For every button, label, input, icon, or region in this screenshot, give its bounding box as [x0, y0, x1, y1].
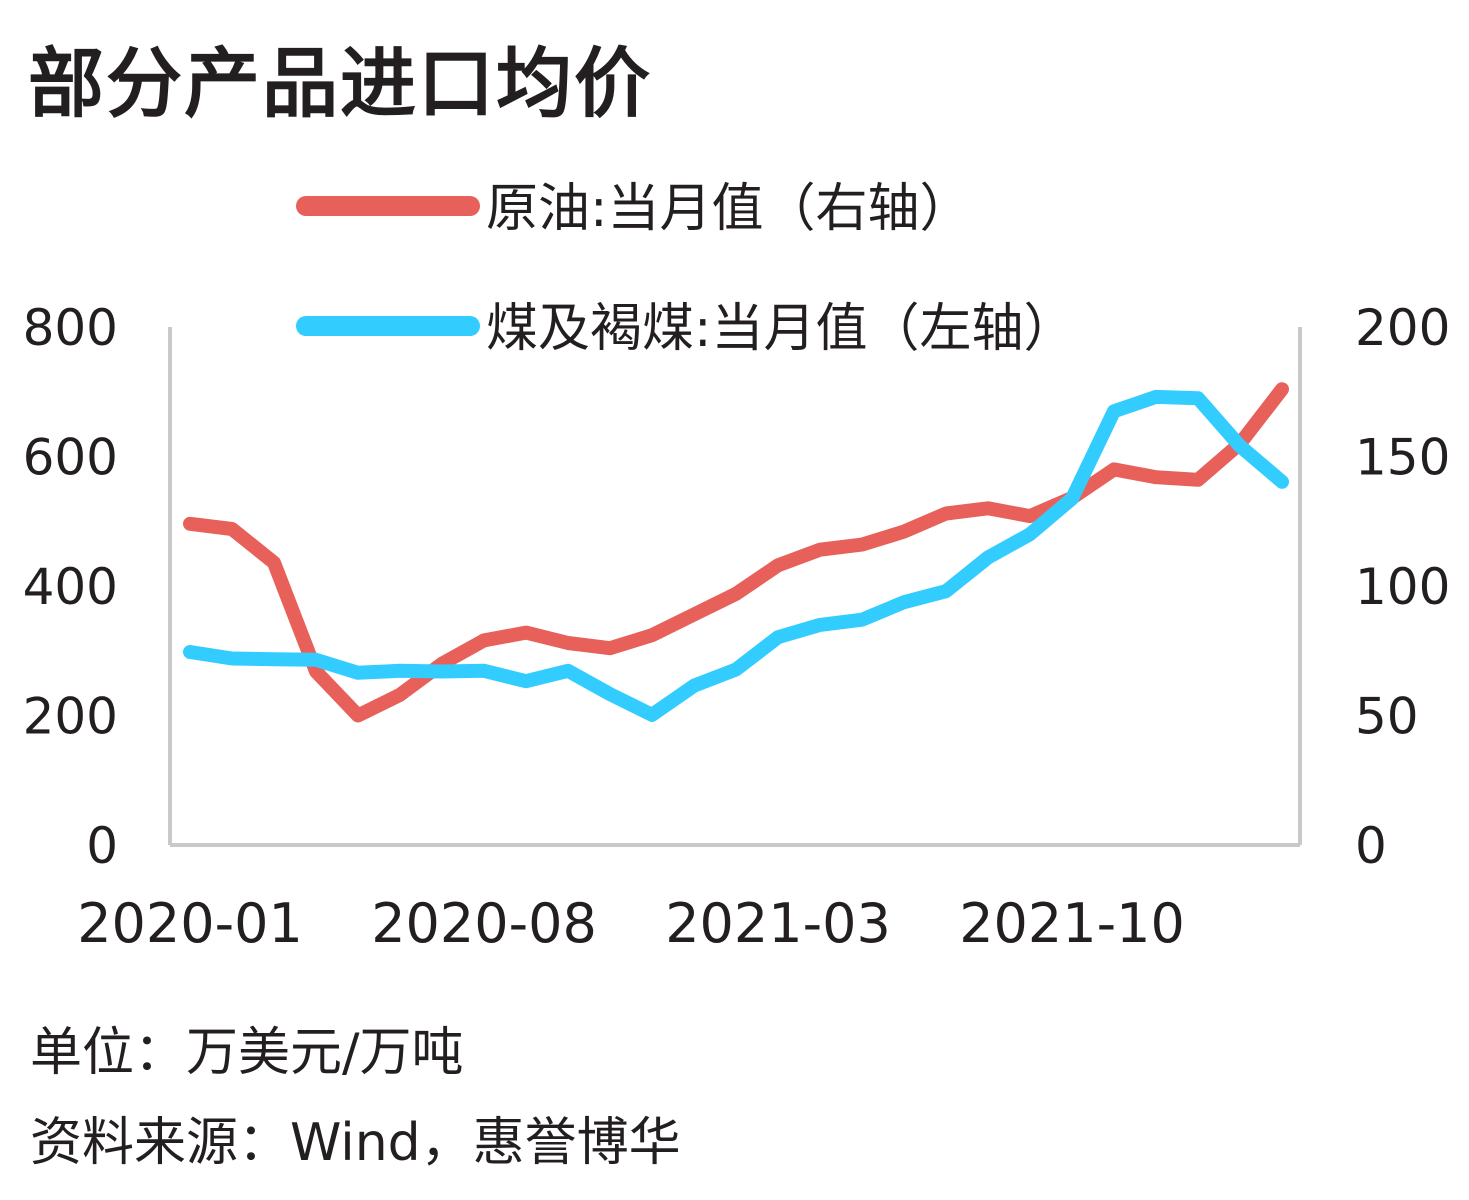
- left-tick-label: 400: [23, 558, 118, 616]
- x-axis-ticks: 2020-01 2020-08 2021-03 2021-10: [77, 892, 1185, 955]
- left-axis-ticks: 0 200 400 600 800: [23, 299, 118, 875]
- right-tick-label: 50: [1355, 688, 1419, 746]
- legend: 原油:当月值（右轴） 煤及褐煤:当月值（左轴）: [296, 179, 1076, 359]
- series-line-oil: [183, 382, 1289, 723]
- right-tick-label: 150: [1355, 429, 1450, 487]
- chart-title: 部分产品进口均价: [28, 39, 652, 128]
- left-tick-label: 0: [86, 817, 118, 875]
- x-tick-label: 2020-01: [77, 892, 303, 955]
- x-tick-label: 2020-08: [371, 892, 597, 955]
- unit-note: 单位：万美元/万吨: [30, 1023, 464, 1083]
- legend-label-coal: 煤及褐煤:当月值（左轴）: [486, 299, 1076, 359]
- series-line-coal: [183, 389, 1289, 722]
- right-tick-label: 100: [1355, 558, 1450, 616]
- left-tick-label: 600: [23, 429, 118, 487]
- x-tick-label: 2021-03: [665, 892, 891, 955]
- right-axis-ticks: 0 50 100 150 200: [1355, 299, 1450, 875]
- right-tick-label: 200: [1355, 299, 1450, 357]
- series-lines: [183, 382, 1289, 723]
- left-tick-label: 800: [23, 299, 118, 357]
- legend-label-oil: 原油:当月值（右轴）: [486, 179, 972, 239]
- left-tick-label: 200: [23, 688, 118, 746]
- source-note: 资料来源：Wind，惠誉博华: [30, 1113, 681, 1173]
- x-tick-label: 2021-10: [959, 892, 1185, 955]
- right-tick-label: 0: [1355, 817, 1387, 875]
